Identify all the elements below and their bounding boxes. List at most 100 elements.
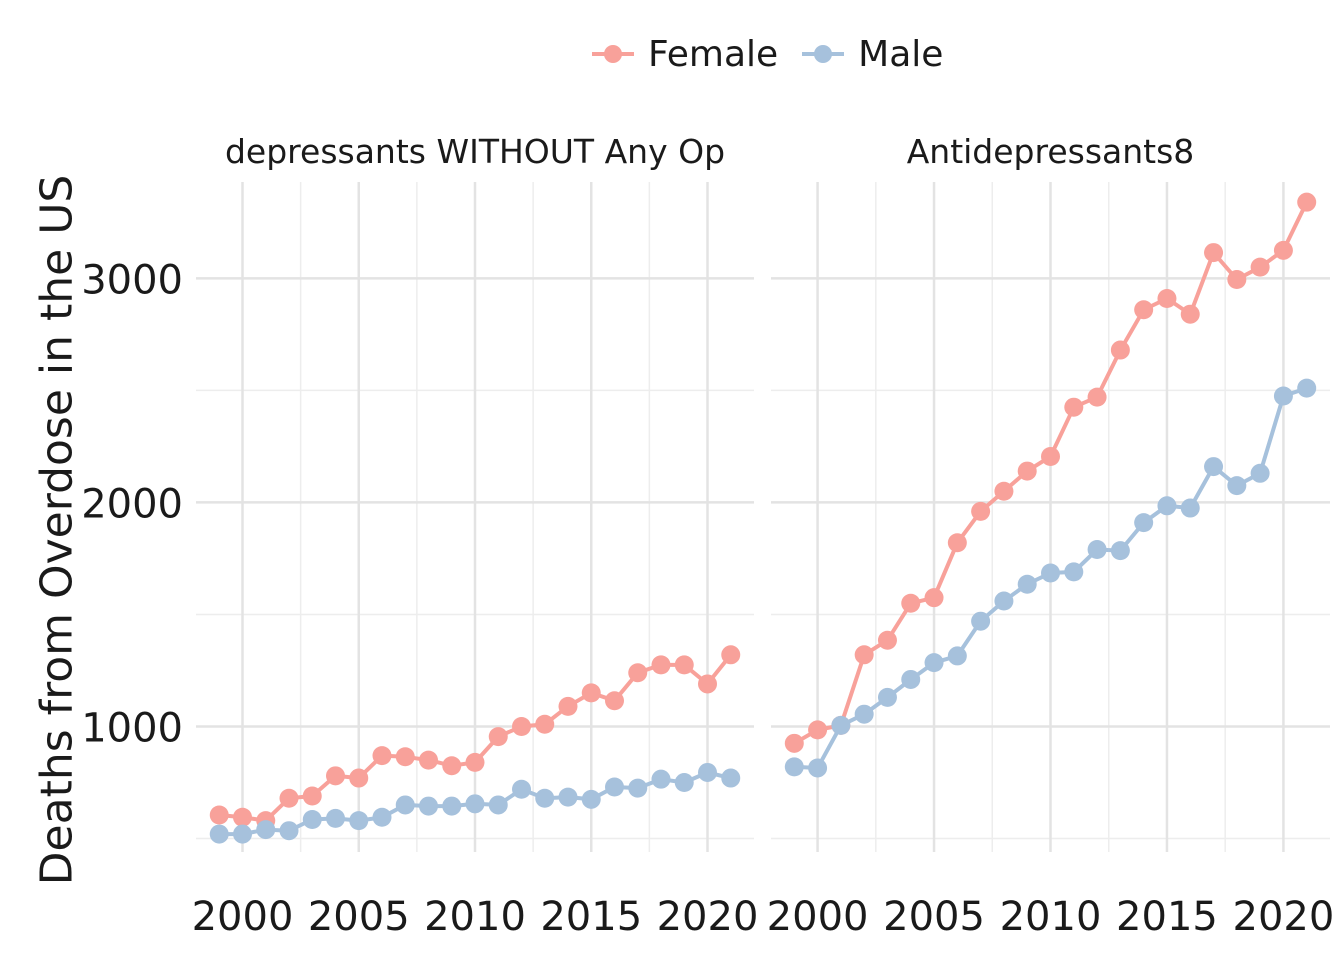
facet-title-2: Antidepressants8 bbox=[907, 132, 1195, 171]
data-point-male-p1-2013 bbox=[535, 788, 555, 808]
data-point-male-p1-2019 bbox=[674, 773, 694, 793]
data-point-female-p1-2005 bbox=[349, 768, 369, 788]
data-point-male-p2-2021 bbox=[1297, 378, 1317, 398]
data-point-female-p1-2009 bbox=[442, 756, 462, 776]
data-point-female-p2-2003 bbox=[877, 630, 897, 650]
data-point-female-p1-2020 bbox=[698, 674, 717, 694]
data-point-male-p1-2008 bbox=[419, 796, 438, 816]
data-point-female-p2-2011 bbox=[1064, 397, 1084, 417]
x-tick-label-p2-2005: 2005 bbox=[883, 894, 985, 940]
data-point-female-p1-2012 bbox=[512, 717, 531, 737]
data-point-female-p1-2002 bbox=[279, 788, 299, 808]
data-point-female-p2-2020 bbox=[1273, 240, 1293, 260]
data-point-female-p1-2006 bbox=[372, 746, 392, 766]
data-point-female-p2-2000 bbox=[808, 720, 828, 740]
data-point-female-p1-2019 bbox=[674, 655, 694, 675]
y-tick-label-1000: 1000 bbox=[81, 706, 183, 752]
data-point-male-p2-1999 bbox=[784, 757, 804, 777]
data-point-male-p1-2018 bbox=[651, 769, 671, 789]
legend-key-female bbox=[590, 44, 636, 64]
data-point-female-p1-2003 bbox=[302, 786, 322, 806]
data-point-male-p2-2016 bbox=[1180, 498, 1200, 518]
data-point-female-p2-2019 bbox=[1250, 257, 1270, 277]
x-tick-label-p2-2020: 2020 bbox=[1233, 894, 1335, 940]
data-point-male-p1-2015 bbox=[581, 789, 601, 809]
legend-label-male: Male bbox=[858, 33, 944, 75]
data-point-female-p2-2004 bbox=[901, 593, 921, 613]
data-point-female-p1-2010 bbox=[465, 752, 485, 772]
data-point-female-p2-2014 bbox=[1134, 300, 1154, 320]
data-point-male-p1-2001 bbox=[256, 820, 276, 840]
data-point-female-p1-2018 bbox=[651, 655, 671, 675]
data-point-male-p1-2012 bbox=[512, 779, 531, 799]
data-point-male-p2-2013 bbox=[1110, 541, 1130, 561]
data-point-female-p1-2014 bbox=[558, 696, 578, 716]
data-point-male-p1-1999 bbox=[209, 824, 229, 844]
x-tick-label-p2-2015: 2015 bbox=[1116, 894, 1218, 940]
data-point-female-p1-2011 bbox=[488, 727, 508, 747]
data-point-female-p1-1999 bbox=[209, 805, 229, 825]
data-point-female-p1-2017 bbox=[628, 663, 648, 683]
x-tick-label-p2-2010: 2010 bbox=[1000, 894, 1102, 940]
data-point-male-p2-2014 bbox=[1134, 513, 1154, 533]
data-point-male-p1-2014 bbox=[558, 787, 578, 807]
data-point-female-p2-2010 bbox=[1041, 446, 1060, 466]
data-point-female-p2-2007 bbox=[971, 501, 991, 521]
data-point-female-p2-2018 bbox=[1227, 269, 1247, 289]
data-point-female-p1-2021 bbox=[721, 645, 741, 665]
y-tick-label-3000: 3000 bbox=[81, 257, 183, 303]
data-point-male-p2-2010 bbox=[1041, 563, 1060, 583]
data-point-male-p1-2017 bbox=[628, 778, 648, 798]
data-point-male-p1-2003 bbox=[302, 810, 322, 830]
data-point-male-p1-2010 bbox=[465, 794, 485, 814]
x-tick-label-p1-2015: 2015 bbox=[540, 894, 642, 940]
data-point-male-p1-2020 bbox=[698, 762, 717, 782]
legend-item-female: Female bbox=[590, 34, 778, 75]
data-point-male-p2-2008 bbox=[994, 591, 1014, 611]
x-tick-label-p1-2005: 2005 bbox=[308, 894, 410, 940]
facet-title-1: depressants WITHOUT Any Op bbox=[225, 132, 725, 171]
data-point-female-p2-2017 bbox=[1204, 243, 1224, 263]
data-point-female-p1-2004 bbox=[326, 766, 345, 786]
data-point-male-p2-2007 bbox=[971, 611, 991, 631]
data-point-male-p1-2006 bbox=[372, 807, 392, 827]
x-tick-label-p1-2000: 2000 bbox=[192, 894, 294, 940]
data-point-female-p1-2013 bbox=[535, 714, 555, 734]
data-point-female-p2-2005 bbox=[924, 588, 944, 608]
data-point-male-p2-2018 bbox=[1227, 476, 1247, 496]
data-point-female-p1-2016 bbox=[605, 691, 624, 711]
data-point-male-p1-2005 bbox=[349, 811, 369, 831]
data-point-male-p1-2009 bbox=[442, 796, 462, 816]
data-point-male-p2-2012 bbox=[1087, 539, 1107, 559]
data-point-male-p1-2016 bbox=[605, 777, 624, 797]
x-tick-label-p1-2010: 2010 bbox=[424, 894, 526, 940]
data-point-male-p1-2011 bbox=[488, 795, 508, 815]
data-point-female-p2-2012 bbox=[1087, 387, 1107, 407]
data-point-male-p2-2002 bbox=[854, 704, 874, 724]
legend-key-male bbox=[800, 44, 846, 64]
data-point-male-p2-2001 bbox=[831, 715, 851, 735]
data-point-male-p2-2011 bbox=[1064, 562, 1084, 582]
legend-label-female: Female bbox=[648, 33, 779, 75]
data-point-female-p2-2016 bbox=[1180, 304, 1200, 324]
data-point-female-p2-2006 bbox=[947, 533, 967, 553]
data-point-male-p1-2002 bbox=[279, 821, 299, 841]
data-point-male-p1-2007 bbox=[395, 795, 415, 815]
data-point-male-p2-2005 bbox=[924, 653, 944, 673]
data-point-female-p2-2008 bbox=[994, 481, 1014, 501]
data-point-female-p2-2002 bbox=[854, 645, 874, 665]
legend-item-male: Male bbox=[800, 34, 943, 75]
data-point-male-p2-2006 bbox=[947, 646, 967, 666]
data-point-male-p1-2021 bbox=[721, 768, 741, 788]
data-point-male-p2-2000 bbox=[808, 758, 828, 778]
data-point-female-p2-2013 bbox=[1110, 340, 1130, 360]
data-point-female-p1-2007 bbox=[395, 747, 415, 767]
data-point-male-p2-2019 bbox=[1250, 463, 1270, 483]
data-point-female-p1-2008 bbox=[419, 750, 438, 770]
data-point-female-p2-2015 bbox=[1157, 289, 1177, 309]
data-point-male-p2-2020 bbox=[1273, 386, 1293, 406]
legend: Female Male bbox=[590, 30, 965, 78]
data-point-male-p2-2009 bbox=[1017, 574, 1037, 594]
data-point-male-p2-2003 bbox=[877, 687, 897, 707]
